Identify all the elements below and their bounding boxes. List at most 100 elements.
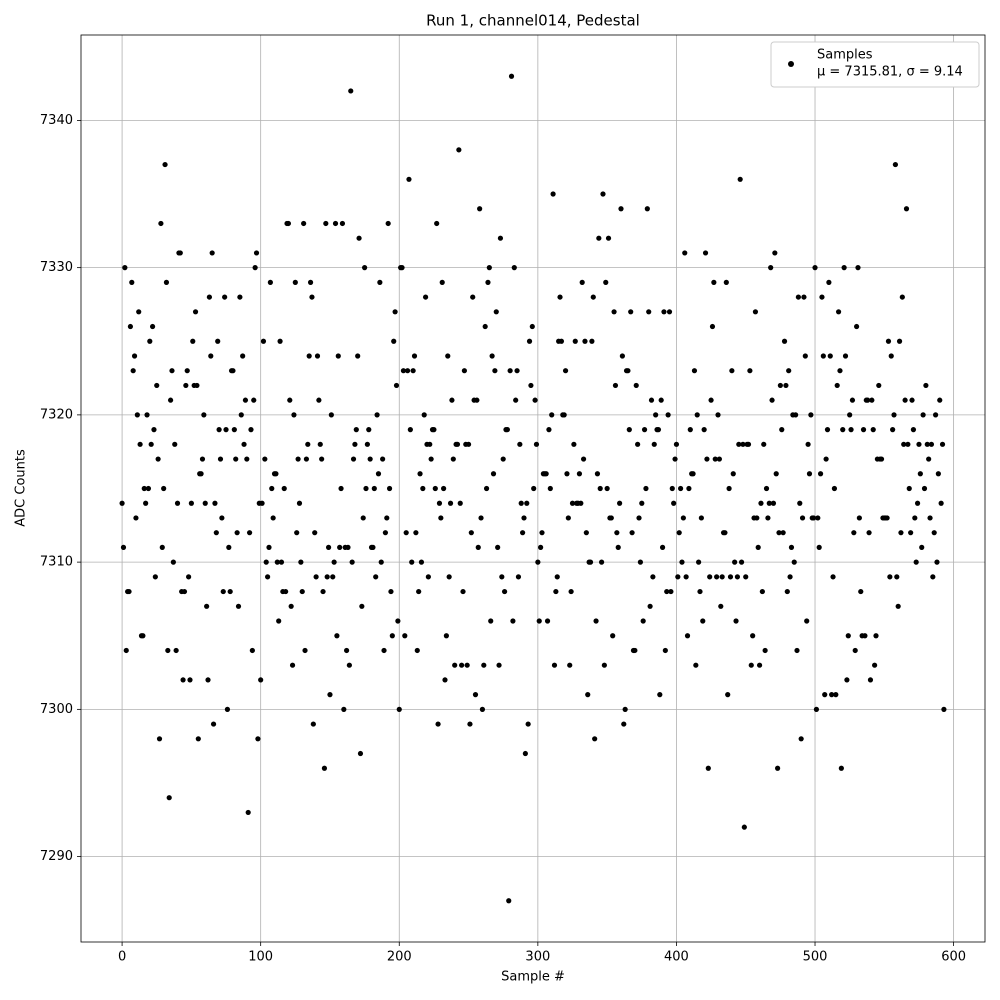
point [650,574,656,580]
point [565,515,571,521]
point [366,427,372,433]
point [754,515,760,521]
point [690,471,696,477]
point [812,265,818,271]
point [500,456,506,462]
point [470,294,476,300]
point [737,176,743,182]
point [769,397,775,403]
point [199,456,206,462]
point [122,265,128,271]
point [166,795,172,801]
point [665,412,671,418]
point [725,692,731,698]
point [816,544,822,550]
point [811,515,817,521]
point [434,220,440,227]
point [305,441,311,447]
point [252,265,258,271]
point [217,456,224,462]
point [621,721,627,727]
point [783,382,789,389]
point [891,412,897,418]
point [740,441,746,447]
point [646,309,652,315]
point [464,662,470,668]
point [841,265,847,271]
point [219,515,225,521]
point [184,368,190,374]
point [848,427,854,433]
point [317,441,323,447]
point [829,692,835,698]
point [658,397,664,403]
point [381,647,387,654]
point [155,456,161,462]
point [617,500,623,506]
point [671,500,677,506]
point [209,250,215,256]
point [830,574,836,580]
point [826,279,832,285]
point [156,736,163,742]
point [183,382,189,389]
point [549,412,555,418]
point [765,515,771,521]
point [748,662,754,668]
point [705,765,711,771]
point [707,574,713,580]
point [418,559,425,565]
point [507,368,513,374]
legend: Samples μ = 7315.81, σ = 9.14 [770,41,980,88]
point [467,721,473,727]
point [144,412,150,418]
point [921,485,928,492]
point [822,692,828,698]
point [747,368,753,374]
point [920,412,926,418]
point [310,721,316,727]
point [532,397,538,403]
point [287,397,293,403]
point [278,559,285,565]
point [288,603,294,609]
point [572,338,578,344]
point [580,456,587,462]
point [123,647,129,654]
point [301,220,307,227]
point [838,765,844,771]
point [759,588,765,595]
point [938,500,944,506]
point [738,559,745,565]
point [862,633,868,639]
point [201,412,207,418]
point [554,574,560,580]
point [873,633,879,639]
point [533,441,540,447]
point [137,441,143,447]
point [639,500,645,506]
point [148,441,154,447]
point [793,412,799,418]
point [590,294,596,300]
point [855,265,861,271]
point [436,500,443,506]
point [732,559,738,565]
point [937,397,943,403]
point [159,544,165,550]
point [235,603,242,609]
point [514,368,520,374]
point [515,574,522,580]
x-tick-label: 400 [664,950,689,965]
point [255,736,261,742]
point [327,692,333,698]
point [691,368,698,374]
point [438,515,444,521]
point [905,441,911,447]
point [432,485,438,492]
point [741,824,747,830]
point [935,471,941,477]
point [339,220,346,227]
point [508,73,515,79]
